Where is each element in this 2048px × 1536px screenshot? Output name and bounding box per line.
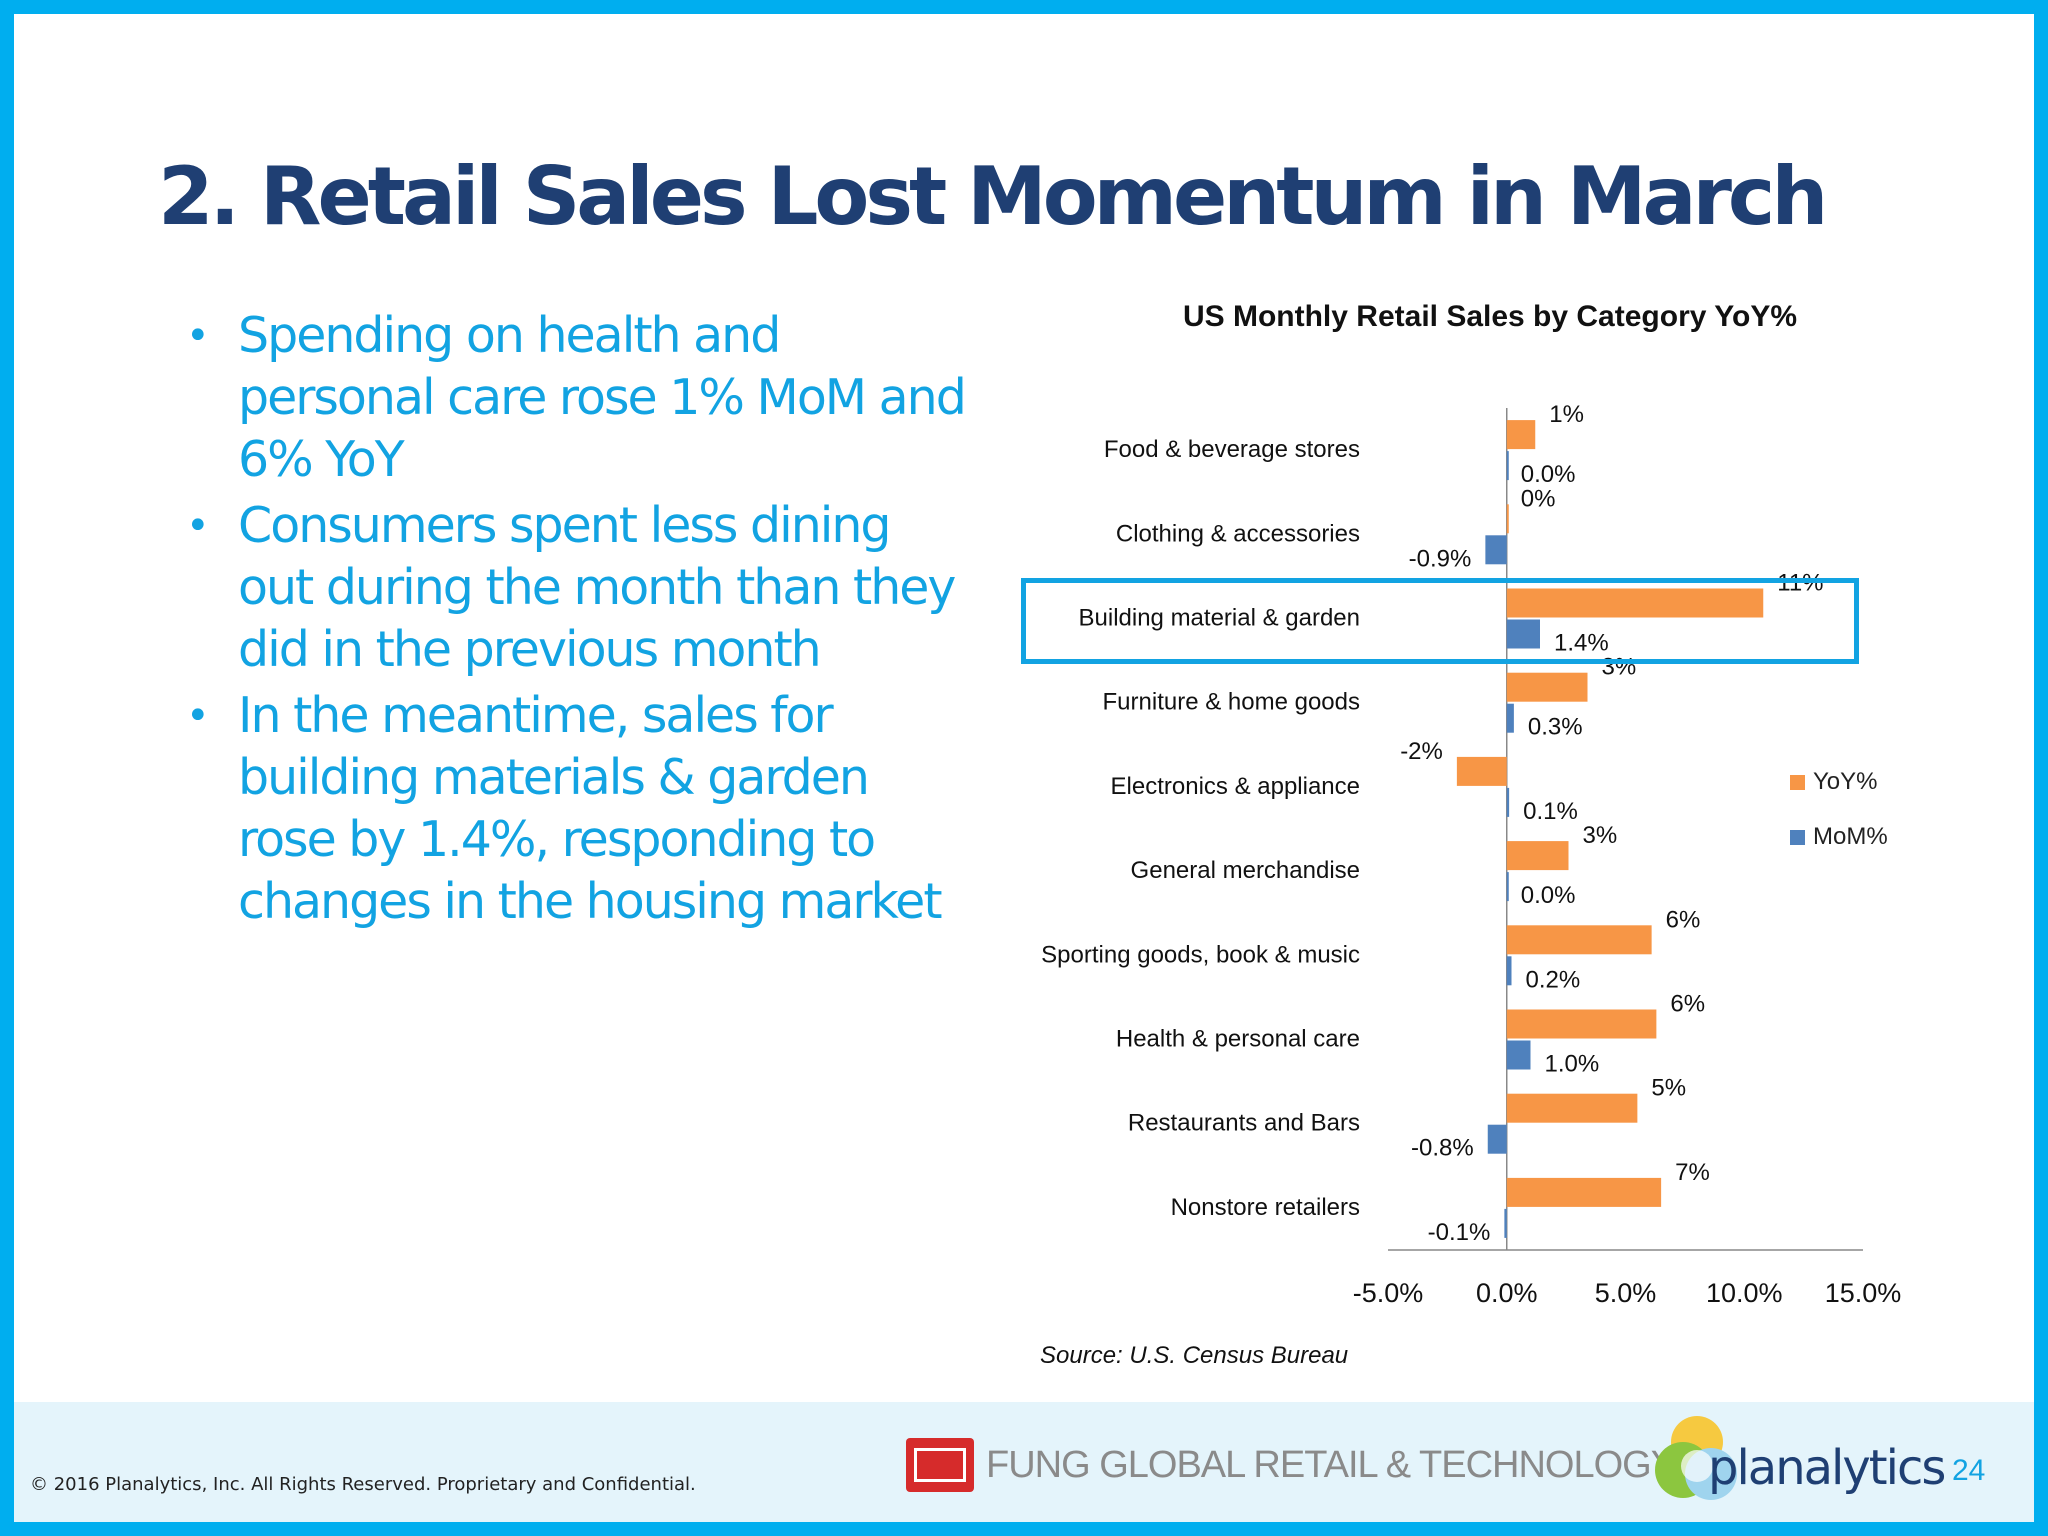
highlight-box xyxy=(1021,578,1859,664)
data-label-yoy: 6% xyxy=(1666,906,1701,933)
category-label: Sporting goods, book & music xyxy=(1041,941,1360,968)
legend-label-mom: MoM% xyxy=(1813,823,1888,850)
bar-yoy xyxy=(1456,756,1507,786)
category-label: Food & beverage stores xyxy=(1104,436,1360,463)
bullet-item: • In the meantime, sales for building mat… xyxy=(180,685,970,933)
bar-yoy xyxy=(1506,1177,1662,1207)
category-label: Clothing & accessories xyxy=(1116,520,1360,547)
category-label: Restaurants and Bars xyxy=(1128,1110,1360,1137)
category-label: Nonstore retailers xyxy=(1171,1194,1360,1221)
partner-text: planalytics xyxy=(1708,1440,1946,1496)
data-label-yoy: 3% xyxy=(1583,822,1618,849)
bar-mom xyxy=(1504,1208,1507,1238)
legend-label-yoy: YoY% xyxy=(1813,768,1878,795)
data-label-mom: -0.9% xyxy=(1409,545,1472,572)
legend-swatch-yoy xyxy=(1790,775,1805,791)
bar-yoy xyxy=(1506,504,1509,534)
data-label-mom: 0.3% xyxy=(1528,714,1583,741)
source-note: Source: U.S. Census Bureau xyxy=(1040,1342,1349,1369)
bar-mom xyxy=(1506,703,1514,733)
bar-yoy xyxy=(1506,1009,1657,1039)
bar-mom xyxy=(1506,1040,1531,1070)
bullet-text: In the meantime, sales for building mate… xyxy=(238,687,943,930)
bar-yoy xyxy=(1506,420,1536,450)
slide-title: 2. Retail Sales Lost Momentum in March xyxy=(158,150,1828,243)
brand-text: FUNG GLOBAL RETAIL & TECHNOLOGY xyxy=(986,1444,1676,1486)
data-label-yoy: 1% xyxy=(1549,401,1584,428)
data-label-yoy: 0% xyxy=(1521,485,1556,512)
data-label-yoy: 6% xyxy=(1670,991,1705,1018)
bar-mom xyxy=(1506,451,1509,481)
fung-logo-icon xyxy=(906,1438,974,1492)
chart-legend: YoY% MoM% xyxy=(1790,768,1888,878)
x-tick-label: 15.0% xyxy=(1825,1278,1902,1308)
data-label-yoy: -2% xyxy=(1400,738,1443,765)
category-label: Building material & garden xyxy=(1079,605,1361,632)
bullet-dot-icon: • xyxy=(186,313,210,359)
bullet-list: • Spending on health and personal care ro… xyxy=(180,305,970,937)
category-label: General merchandise xyxy=(1131,857,1360,884)
bullet-text: Spending on health and personal care ros… xyxy=(238,307,967,488)
bar-mom xyxy=(1506,619,1540,649)
legend-item-mom: MoM% xyxy=(1790,823,1888,853)
data-label-yoy: 7% xyxy=(1675,1159,1710,1186)
data-label-mom: 0.0% xyxy=(1521,882,1576,909)
bar-yoy xyxy=(1506,925,1652,955)
bar-mom xyxy=(1487,1124,1507,1154)
bullet-item: • Spending on health and personal care ro… xyxy=(180,305,970,491)
data-label-yoy: 3% xyxy=(1602,654,1637,681)
page-number: 24 xyxy=(1952,1454,1986,1487)
category-label: Furniture & home goods xyxy=(1103,689,1360,716)
bar-yoy xyxy=(1506,1093,1638,1123)
data-label-mom: 1.4% xyxy=(1554,630,1609,657)
legend-item-yoy: YoY% xyxy=(1790,768,1888,798)
bullet-text: Consumers spent less dining out during t… xyxy=(238,497,956,678)
category-label: Electronics & appliance xyxy=(1111,773,1360,800)
data-label-yoy: 11% xyxy=(1777,570,1823,597)
bullet-item: • Consumers spent less dining out during … xyxy=(180,495,970,681)
data-label-mom: 0.0% xyxy=(1521,461,1576,488)
data-label-mom: -0.8% xyxy=(1411,1135,1474,1162)
x-tick-label: 0.0% xyxy=(1476,1278,1538,1308)
x-tick-label: -5.0% xyxy=(1353,1278,1424,1308)
bar-mom xyxy=(1485,535,1507,565)
data-label-mom: -0.1% xyxy=(1428,1219,1491,1246)
bar-yoy xyxy=(1506,672,1588,702)
bullet-dot-icon: • xyxy=(186,693,210,739)
bar-mom xyxy=(1506,956,1512,986)
data-label-mom: 1.0% xyxy=(1545,1051,1600,1078)
bar-yoy xyxy=(1506,841,1569,871)
data-label-mom: 0.1% xyxy=(1523,798,1578,825)
chart-title: US Monthly Retail Sales by Category YoY% xyxy=(1182,300,1798,333)
data-label-mom: 0.2% xyxy=(1526,966,1581,993)
bar-mom xyxy=(1506,787,1510,817)
legend-swatch-mom xyxy=(1790,830,1805,846)
x-tick-label: 10.0% xyxy=(1706,1278,1783,1308)
x-tick-label: 5.0% xyxy=(1595,1278,1657,1308)
bullet-dot-icon: • xyxy=(186,503,210,549)
data-label-yoy: 5% xyxy=(1651,1075,1686,1102)
bar-mom xyxy=(1506,872,1509,902)
bar-yoy xyxy=(1506,588,1764,618)
copyright-text: © 2016 Planalytics, Inc. All Rights Rese… xyxy=(30,1474,696,1495)
planalytics-logo-icon xyxy=(1655,1416,1737,1500)
category-label: Health & personal care xyxy=(1116,1026,1360,1053)
